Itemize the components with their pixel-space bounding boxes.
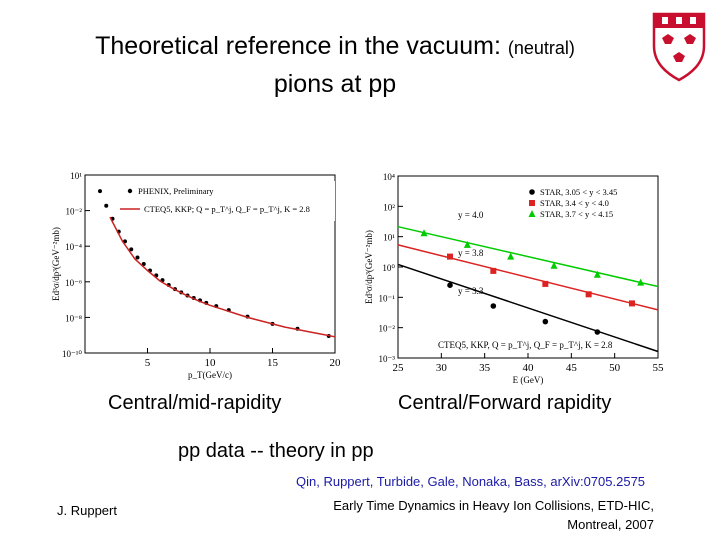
y-tick-label: 10⁻¹ (379, 293, 396, 303)
y-tick-label: 10⁻² (66, 207, 83, 217)
legend-label: STAR, 3.05 < y < 3.45 (540, 187, 617, 197)
series-line (397, 244, 659, 311)
y-axis-label: Ed³σ/dp³(GeV⁻²mb) (51, 227, 61, 301)
x-tick-label: 35 (479, 362, 491, 374)
legend-marker (528, 210, 536, 217)
y-tick-label: 10¹ (70, 171, 82, 181)
citation: Qin, Ruppert, Turbide, Gale, Nonaka, Bas… (296, 474, 646, 489)
annotation-y33: y = 3.3 (458, 286, 484, 296)
data-point (135, 255, 140, 260)
footer-author: J. Ruppert (57, 503, 117, 518)
annotation-cteq: CTEQ5, KKP, Q = p_T^j, Q_F = p_T^j, K = … (438, 340, 613, 350)
x-tick-label: 10 (205, 357, 217, 369)
data-point (593, 270, 601, 278)
data-point (129, 247, 134, 252)
chart-midrapidity: 5 10 15 20 10¹ 10⁻² 10⁻⁴ 10⁻⁶ 10⁻⁸ 10⁻¹⁰ p_T(GeV/c… (51, 171, 342, 380)
series-line (109, 216, 336, 338)
y-tick-label: 10⁻⁴ (65, 242, 82, 252)
data-point (542, 318, 549, 325)
data-point (98, 189, 102, 194)
legend-marker-phenix (127, 188, 133, 194)
legend-label-phenix: PHENIX, Preliminary (138, 186, 214, 196)
legend-marker (529, 189, 535, 195)
chart-forward-rapidity: 25 30 35 40 45 50 55 10⁴ 10² 10¹ 10⁰ 10⁻¹ 10⁻² 10⁻³ E … (364, 172, 665, 385)
y-tick-label: 10⁻³ (379, 354, 396, 364)
y-tick-label: 10¹ (383, 233, 395, 243)
y-tick-label: 10⁻⁸ (65, 313, 82, 323)
title-line2: pions at pp (273, 70, 397, 98)
x-axis-label: E (GeV) (513, 375, 544, 385)
y-tick-label: 10² (383, 202, 395, 212)
annotation-y38: y = 3.8 (458, 248, 484, 258)
university-shield-logo (652, 12, 706, 82)
x-tick-label: 50 (609, 362, 621, 374)
x-tick-label: 25 (393, 362, 405, 374)
legend-box (115, 181, 335, 221)
x-tick-label: 15 (267, 357, 279, 369)
legend-label: STAR, 3.7 < y < 4.15 (540, 209, 613, 219)
slide-title: Theoretical reference in the vacuum: (ne… (20, 28, 650, 102)
title-line1: Theoretical reference in the vacuum: (95, 32, 501, 60)
y-tick-label: 10⁴ (383, 172, 395, 182)
data-point (507, 252, 515, 260)
data-point (490, 303, 497, 309)
legend-marker (529, 200, 535, 206)
x-tick-label: 30 (436, 362, 448, 374)
x-tick-label: 5 (145, 357, 151, 369)
y-tick-label: 10⁻² (379, 324, 396, 334)
x-tick-label: 55 (653, 362, 665, 374)
footer-event-line2: Montreal, 2007 (567, 517, 654, 532)
data-point (447, 282, 453, 288)
y-tick-label: 10⁻¹⁰ (62, 349, 82, 359)
caption-right: Central/Forward rapidity (398, 392, 612, 414)
data-point (447, 253, 453, 260)
x-tick-label: 20 (330, 357, 342, 369)
series-line (397, 263, 659, 353)
caption-left: Central/mid-rapidity (108, 392, 282, 414)
data-point (141, 262, 146, 266)
y-tick-label: 10⁰ (382, 263, 395, 273)
series-line (397, 225, 659, 288)
x-axis-label: p_T(GeV/c) (188, 370, 232, 380)
footer-event: Early Time Dynamics in Heavy Ion Collisi… (300, 496, 654, 534)
data-point (542, 280, 549, 287)
footer-event-line1: Early Time Dynamics in Heavy Ion Collisi… (333, 498, 654, 513)
legend-label-cteq: CTEQ5, KKP; Q = p_T^j, Q_F = p_T^j, K = … (144, 204, 310, 214)
data-point (463, 240, 471, 248)
data-point (104, 203, 109, 208)
data-point (585, 291, 592, 298)
data-point (550, 261, 558, 269)
x-tick-label: 45 (566, 362, 578, 374)
annotation-y40: y = 4.0 (458, 210, 484, 220)
y-tick-label: 10⁻⁶ (65, 278, 82, 288)
legend-label: STAR, 3.4 < y < 4.0 (540, 198, 609, 208)
x-tick-label: 40 (523, 362, 535, 374)
data-point (490, 267, 497, 274)
plot-frame (397, 175, 659, 359)
title-small: (neutral) (507, 38, 575, 58)
y-axis-label: Ed³σ/dp³(GeV⁻²mb) (364, 230, 374, 304)
subtitle: pp data -- theory in pp (178, 440, 374, 462)
